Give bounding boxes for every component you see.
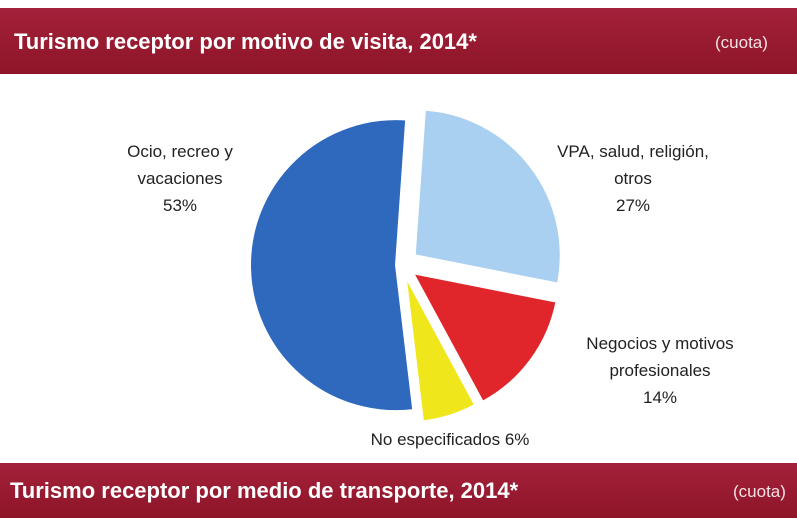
slice-label: Negocios y motivos profesionales 14%: [560, 330, 760, 411]
pie-slice: [249, 118, 415, 413]
slice-label: No especificados 6%: [330, 426, 570, 453]
slice-value: 27%: [615, 196, 651, 215]
slice-value: 53%: [162, 196, 198, 215]
next-title: Turismo receptor por medio de transporte…: [10, 478, 519, 503]
slice-name: Ocio, recreo y vacaciones: [127, 142, 233, 188]
next-subtitle: (cuota): [733, 482, 786, 501]
slice-name: Negocios y motivos profesionales: [586, 334, 734, 380]
slice-label: VPA, salud, religión, otros 27%: [548, 138, 718, 219]
slice-label: Ocio, recreo y vacaciones 53%: [85, 138, 275, 219]
slice-name: No especificados: [370, 430, 501, 449]
chart-title: Turismo receptor por motivo de visita, 2…: [14, 29, 477, 54]
chart-subtitle: (cuota): [715, 33, 768, 52]
header-band: Turismo receptor por motivo de visita, 2…: [0, 8, 797, 74]
slice-name: VPA, salud, religión, otros: [557, 142, 709, 188]
pie-slice: [413, 108, 562, 285]
pie-slice: [411, 271, 558, 404]
next-header-band: Turismo receptor por medio de transporte…: [0, 463, 797, 518]
slice-value: 14%: [642, 388, 678, 407]
slice-value: 6%: [504, 430, 530, 449]
pie-slice: [404, 275, 477, 423]
